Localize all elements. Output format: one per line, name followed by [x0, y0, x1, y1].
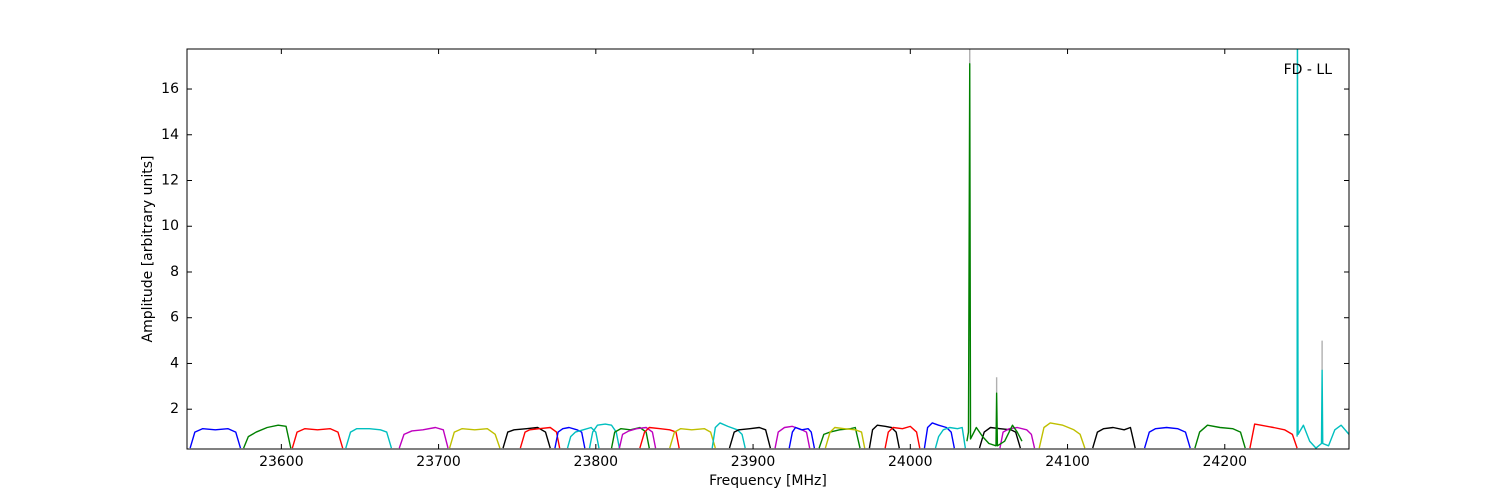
- spectrum-line: [711, 422, 746, 449]
- x-tick-label: 24000: [888, 454, 933, 470]
- spectrum-line: [588, 423, 621, 449]
- spectrum-line: [1249, 423, 1298, 449]
- spectrum-line: [999, 426, 1036, 449]
- spectrum-line: [774, 425, 811, 449]
- y-axis-label: Amplitude [arbitrary units]: [140, 156, 156, 343]
- y-tick-label: 12: [161, 173, 179, 189]
- x-tick-label: 23800: [574, 454, 619, 470]
- axes-frame: [186, 48, 1350, 450]
- x-axis-label: Frequency [MHz]: [709, 473, 827, 489]
- plot-area: [189, 49, 1349, 449]
- annotation: FD - LL: [1284, 62, 1333, 78]
- spectrum-line: [618, 426, 657, 449]
- y-tick-label: 14: [161, 127, 179, 143]
- spectrum-line: [189, 427, 242, 449]
- y-tick-label: 6: [170, 310, 179, 326]
- spectrum-line: [639, 426, 680, 449]
- spectrum-line: [566, 426, 600, 449]
- spectrum-line: [728, 426, 772, 449]
- y-tick-label: 4: [170, 355, 179, 371]
- spectrum-line: [824, 426, 866, 449]
- x-tick-label: 24200: [1203, 454, 1248, 470]
- x-tick-label: 24100: [1045, 454, 1090, 470]
- y-tick-label: 2: [170, 401, 179, 417]
- spectrum-line: [1038, 422, 1086, 449]
- spectrum-line: [345, 427, 393, 449]
- spectrum-line: [519, 426, 561, 449]
- x-tick-label: 23600: [259, 454, 304, 470]
- y-tick-label: 8: [170, 264, 179, 280]
- spectrum-line: [554, 426, 586, 449]
- spectrum-line: [978, 426, 1022, 449]
- x-tick-label: 23700: [416, 454, 461, 470]
- y-tick-label: 10: [161, 218, 179, 234]
- spectrum-line: [669, 427, 716, 449]
- spectrum-line: [1194, 424, 1246, 449]
- spectrum-line: [923, 422, 956, 449]
- spectrum-line: [934, 426, 967, 449]
- spectrum-line: [398, 426, 449, 449]
- spectrum-line: [1143, 426, 1191, 449]
- spectrum-line: [1092, 426, 1136, 449]
- spectrum-line: [502, 426, 551, 449]
- spectrum-line: [966, 63, 1023, 447]
- spectrum-line: [291, 427, 344, 449]
- spectrum-line: [818, 426, 861, 449]
- y-tick-label: 16: [161, 81, 179, 97]
- spectrum-line: [788, 426, 816, 449]
- spectrum-line: [448, 427, 501, 449]
- spectrum-line: [884, 425, 921, 449]
- spectrum-line: [868, 424, 900, 449]
- spectrum-line: [969, 49, 1323, 394]
- x-tick-label: 23900: [731, 454, 776, 470]
- spectrum-line: [1296, 49, 1349, 449]
- spectrum-line: [242, 424, 292, 449]
